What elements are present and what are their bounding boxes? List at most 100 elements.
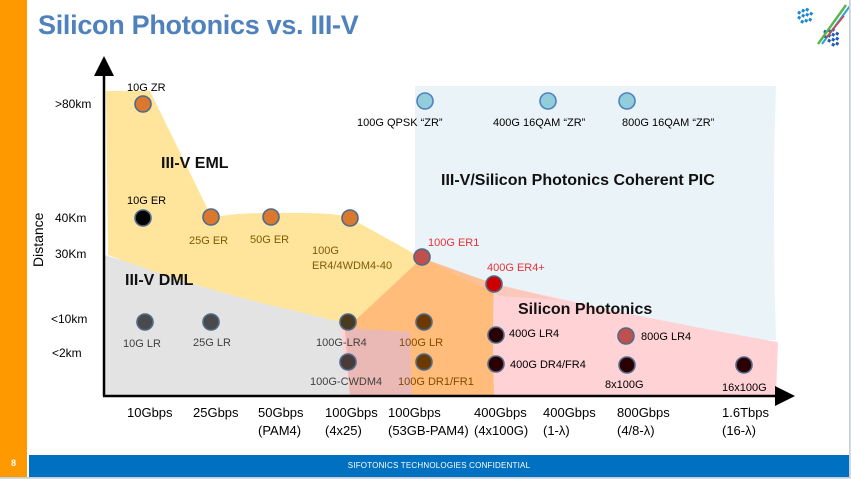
data-point-label: 10G ER [127,195,166,207]
x-tick-label: (4/8-λ) [617,423,655,438]
y-tick-label: <10km [51,312,87,326]
data-point: 100G DR1/FR1 [398,353,474,388]
data-point-label: 800G 16QAM “ZR” [622,117,715,129]
data-point-marker [618,356,636,374]
data-point: 800G 16QAM “ZR” [618,92,715,129]
data-point-label: 400G ER4+ [487,262,545,274]
x-tick-label: (16-λ) [722,423,756,438]
data-point-marker [487,326,505,344]
data-point-marker [262,208,280,226]
data-point-marker [485,275,503,293]
data-point-label: 10G ZR [127,82,166,94]
x-tick-label: (53GB-PAM4) [388,423,469,438]
data-point-marker [202,208,220,226]
data-point: 25G LR [193,313,231,349]
data-point-marker [487,355,505,373]
data-point-marker [539,92,557,110]
data-point-marker [202,313,220,331]
y-tick-label: <2km [52,346,82,360]
data-point-label: 800G LR4 [641,331,691,343]
x-tick-label: 1.6Tbps [722,405,769,420]
data-point-label: 400G LR4 [509,328,559,340]
side-accent-bar [0,0,27,477]
data-point-marker [134,209,152,227]
footer-bar: SIFOTONICS TECHNOLOGIES CONFIDENTIAL [29,455,849,477]
region-iii-v-dml [104,255,410,396]
data-point: 800G LR4 [617,327,691,345]
x-tick-label: (4x100G) [474,423,528,438]
data-point: 100G-CWDM4 [310,353,382,388]
data-point-marker [735,356,753,374]
data-point-marker [339,313,357,331]
data-point-label: 25G LR [193,337,231,349]
data-point-marker [341,209,359,227]
y-axis-label: Distance [30,212,46,267]
data-point-marker [416,92,434,110]
sifotonics-logo-icon [797,4,849,47]
data-point-marker [617,327,635,345]
y-tick-label: 40Km [55,211,86,225]
data-point-label: 400G 16QAM “ZR” [493,117,586,129]
region-label-silicon-photonics: Silicon Photonics [518,301,652,318]
x-tick-label: 100Gbps [388,405,441,420]
y-tick-label: >80km [55,97,91,111]
data-point-label: 100G QPSK “ZR” [357,117,443,129]
data-point-label: 100G DR1/FR1 [398,376,474,388]
x-tick-label: 50Gbps [258,405,304,420]
x-tick-label: 800Gbps [617,405,670,420]
slide-title: Silicon Photonics vs. III-V [38,10,359,40]
data-point-label: 25G ER [189,235,228,247]
data-point: 400G 16QAM “ZR” [493,92,586,129]
x-tick-label: (4x25) [325,423,362,438]
y-tick-label: 30Km [55,247,86,261]
data-point-label: 50G ER [250,234,289,246]
region-label-iii-v-dml: III-V DML [125,272,194,289]
page-number: 8 [10,458,16,468]
x-tick-label: 25Gbps [193,405,239,420]
data-point-label: 100G ER1 [428,237,479,249]
x-tick-label: 10Gbps [127,405,173,420]
data-point: 100G QPSK “ZR” [357,92,443,129]
data-point: 25G ER [189,208,228,247]
region-label-coherent-pic: III-V/Silicon Photonics Coherent PIC [441,172,715,189]
data-point-marker [136,313,154,331]
region-label-iii-v-eml: III-V EML [161,155,229,172]
data-point: 400G ER4+ [485,262,545,293]
x-tick-label: 100Gbps [325,405,378,420]
data-point: 400G DR4/FR4 [487,355,586,373]
data-point-label: 100G-LR4 [316,337,367,349]
data-point-label: 100G [312,245,339,257]
distance-vs-datarate-diagram: III-V EML III-V DML III-V/Silicon Photon… [30,56,795,438]
data-point-marker [415,353,433,371]
data-point-marker [413,248,431,266]
data-point: 10G ER [127,195,166,227]
data-point: 100G ER1 [413,237,479,266]
region-coherent-pic [415,86,776,340]
data-point-label: 100G LR [399,337,443,349]
data-point-label: 10G LR [123,338,161,350]
data-point: 10G ZR [127,82,166,113]
x-tick-label: 400Gbps [474,405,527,420]
footer-confidential-text: SIFOTONICS TECHNOLOGIES CONFIDENTIAL [347,461,531,470]
data-point-marker [618,92,636,110]
data-point-marker [415,313,433,331]
data-point-label: 8x100G [605,379,644,391]
data-point: 8x100G [605,356,644,391]
data-point: 100G ER4/4WDM4-40 [312,209,392,272]
x-tick-label: (PAM4) [258,423,301,438]
data-point: 100G-LR4 [316,313,367,349]
region-iii-v-eml [106,91,422,326]
data-point-marker [339,353,357,371]
data-point-label: ER4/4WDM4-40 [312,260,392,272]
data-point: 16x100G [722,356,767,394]
x-tick-label: 400Gbps [543,405,596,420]
data-point-label: 100G-CWDM4 [310,376,382,388]
data-point: 50G ER [250,208,289,246]
x-tick-label: (1-λ) [543,423,570,438]
data-point-label: 16x100G [722,382,767,394]
data-point: 400G LR4 [487,326,559,344]
data-point-label: 400G DR4/FR4 [510,359,586,371]
data-point: 100G LR [399,313,443,349]
data-point: 10G LR [123,313,161,350]
